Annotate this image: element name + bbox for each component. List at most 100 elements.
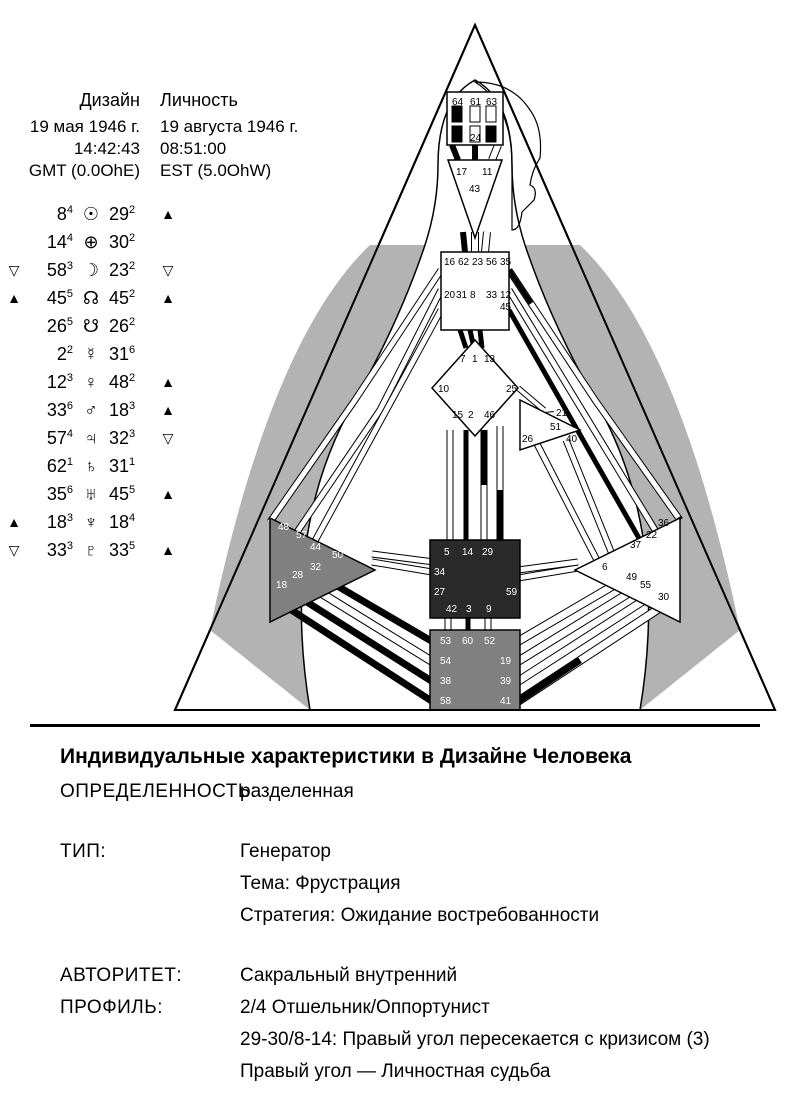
type-row: ТИП: Генератор: [60, 841, 760, 863]
svg-text:48: 48: [278, 522, 290, 533]
personality-column: Личность 19 августа 1946 г. 08:51:00 EST…: [160, 90, 290, 183]
planet-row: ▽583☽232▽: [5, 256, 177, 284]
profile-value: 2/4 Отшельник/Оппортунист: [240, 997, 490, 1019]
svg-text:12: 12: [500, 290, 512, 301]
definition-label: ОПРЕДЕЛЕННОСТЬ:: [60, 781, 240, 803]
svg-text:6: 6: [602, 562, 608, 573]
svg-text:23: 23: [472, 257, 484, 268]
planet-symbol: ♅: [73, 484, 109, 505]
design-marker: ▲: [5, 290, 23, 306]
svg-text:25: 25: [506, 384, 518, 395]
svg-text:40: 40: [566, 434, 578, 445]
design-date: 19 мая 1946 г.: [10, 117, 140, 137]
design-title: Дизайн: [10, 90, 140, 111]
planet-row: 621♄311: [5, 452, 177, 480]
svg-text:14: 14: [462, 547, 474, 558]
svg-text:43: 43: [469, 184, 481, 195]
svg-text:42: 42: [446, 604, 458, 615]
authority-value: Сакральный внутренний: [240, 965, 457, 987]
personality-gate: 232: [109, 260, 159, 281]
svg-text:51: 51: [550, 422, 562, 433]
svg-text:21: 21: [556, 408, 568, 419]
planet-row: 22☿316: [5, 340, 177, 368]
svg-text:41: 41: [500, 696, 512, 707]
svg-text:3: 3: [466, 604, 472, 615]
personality-tz: EST (5.0OhW): [160, 161, 290, 181]
design-gate: 22: [23, 344, 73, 365]
planet-symbol: ☋: [73, 316, 109, 337]
planet-symbol: ♃: [73, 428, 109, 449]
planet-symbol: ♀: [73, 372, 109, 393]
personality-marker: ▲: [159, 402, 177, 418]
birth-data-headers: Дизайн 19 мая 1946 г. 14:42:43 GMT (0.0O…: [10, 90, 290, 183]
planet-row: 84☉292▲: [5, 200, 177, 228]
svg-text:30: 30: [658, 592, 670, 603]
personality-gate: 482: [109, 372, 159, 393]
cross-line-1: 29-30/8-14: Правый угол пересекается с к…: [60, 1029, 760, 1051]
planet-row: ▽333♇335▲: [5, 536, 177, 564]
personality-marker: ▽: [159, 430, 177, 447]
svg-text:46: 46: [484, 410, 496, 421]
svg-text:58: 58: [440, 696, 452, 707]
svg-text:2: 2: [468, 410, 474, 421]
design-marker: ▽: [5, 542, 23, 559]
svg-text:36: 36: [658, 518, 670, 529]
personality-marker: ▲: [159, 486, 177, 502]
planet-row: ▲455☊452▲: [5, 284, 177, 312]
divider-line: [30, 724, 760, 727]
personality-marker: ▲: [159, 374, 177, 390]
strategy-row: Стратегия: Ожидание востребованности: [60, 905, 760, 927]
svg-text:20: 20: [444, 290, 456, 301]
svg-text:15: 15: [452, 410, 464, 421]
planet-row: 574♃323▽: [5, 424, 177, 452]
planet-symbol: ♂: [73, 400, 109, 421]
svg-text:18: 18: [276, 580, 288, 591]
design-time: 14:42:43: [10, 139, 140, 159]
svg-text:7: 7: [460, 354, 466, 365]
planet-symbol: ☽: [73, 260, 109, 281]
planet-symbol: ☿: [73, 344, 109, 365]
planet-symbol: ♄: [73, 456, 109, 477]
personality-gate: 184: [109, 512, 159, 533]
svg-text:50: 50: [332, 550, 344, 561]
planet-symbol: ⊕: [73, 232, 109, 253]
personality-gate: 455: [109, 484, 159, 505]
personality-title: Личность: [160, 90, 290, 111]
design-gate: 621: [23, 456, 73, 477]
planet-symbol: ☊: [73, 288, 109, 309]
planet-symbol: ☉: [73, 204, 109, 225]
planet-row: 356♅455▲: [5, 480, 177, 508]
personality-marker: ▲: [159, 206, 177, 222]
svg-text:27: 27: [434, 587, 446, 598]
design-marker: ▽: [5, 262, 23, 279]
svg-text:8: 8: [470, 290, 476, 301]
design-gate: 333: [23, 540, 73, 561]
svg-text:63: 63: [486, 97, 498, 108]
planet-row: 123♀482▲: [5, 368, 177, 396]
svg-text:11: 11: [482, 167, 493, 178]
design-gate: 455: [23, 288, 73, 309]
svg-text:45: 45: [500, 302, 512, 313]
svg-text:24: 24: [470, 133, 482, 144]
theme-row: Тема: Фрустрация: [60, 873, 760, 895]
svg-text:22: 22: [646, 530, 658, 541]
personality-gate: 316: [109, 344, 159, 365]
personality-gate: 302: [109, 232, 159, 253]
cross-line-2: Правый угол — Личностная судьба: [60, 1061, 760, 1083]
svg-text:53: 53: [440, 636, 452, 647]
design-column: Дизайн 19 мая 1946 г. 14:42:43 GMT (0.0O…: [10, 90, 140, 183]
authority-label: АВТОРИТЕТ:: [60, 965, 240, 987]
characteristics-section: Индивидуальные характеристики в Дизайне …: [60, 745, 760, 1093]
personality-marker: ▲: [159, 542, 177, 558]
svg-text:39: 39: [500, 676, 512, 687]
svg-text:5: 5: [444, 547, 450, 558]
profile-row: ПРОФИЛЬ: 2/4 Отшельник/Оппортунист: [60, 997, 760, 1019]
design-gate: 123: [23, 372, 73, 393]
personality-gate: 323: [109, 428, 159, 449]
design-gate: 583: [23, 260, 73, 281]
planet-row: 265☋262: [5, 312, 177, 340]
svg-text:10: 10: [438, 384, 450, 395]
design-gate: 265: [23, 316, 73, 337]
planet-row: ▲183♆184: [5, 508, 177, 536]
definition-row: ОПРЕДЕЛЕННОСТЬ: разделенная: [60, 781, 760, 803]
